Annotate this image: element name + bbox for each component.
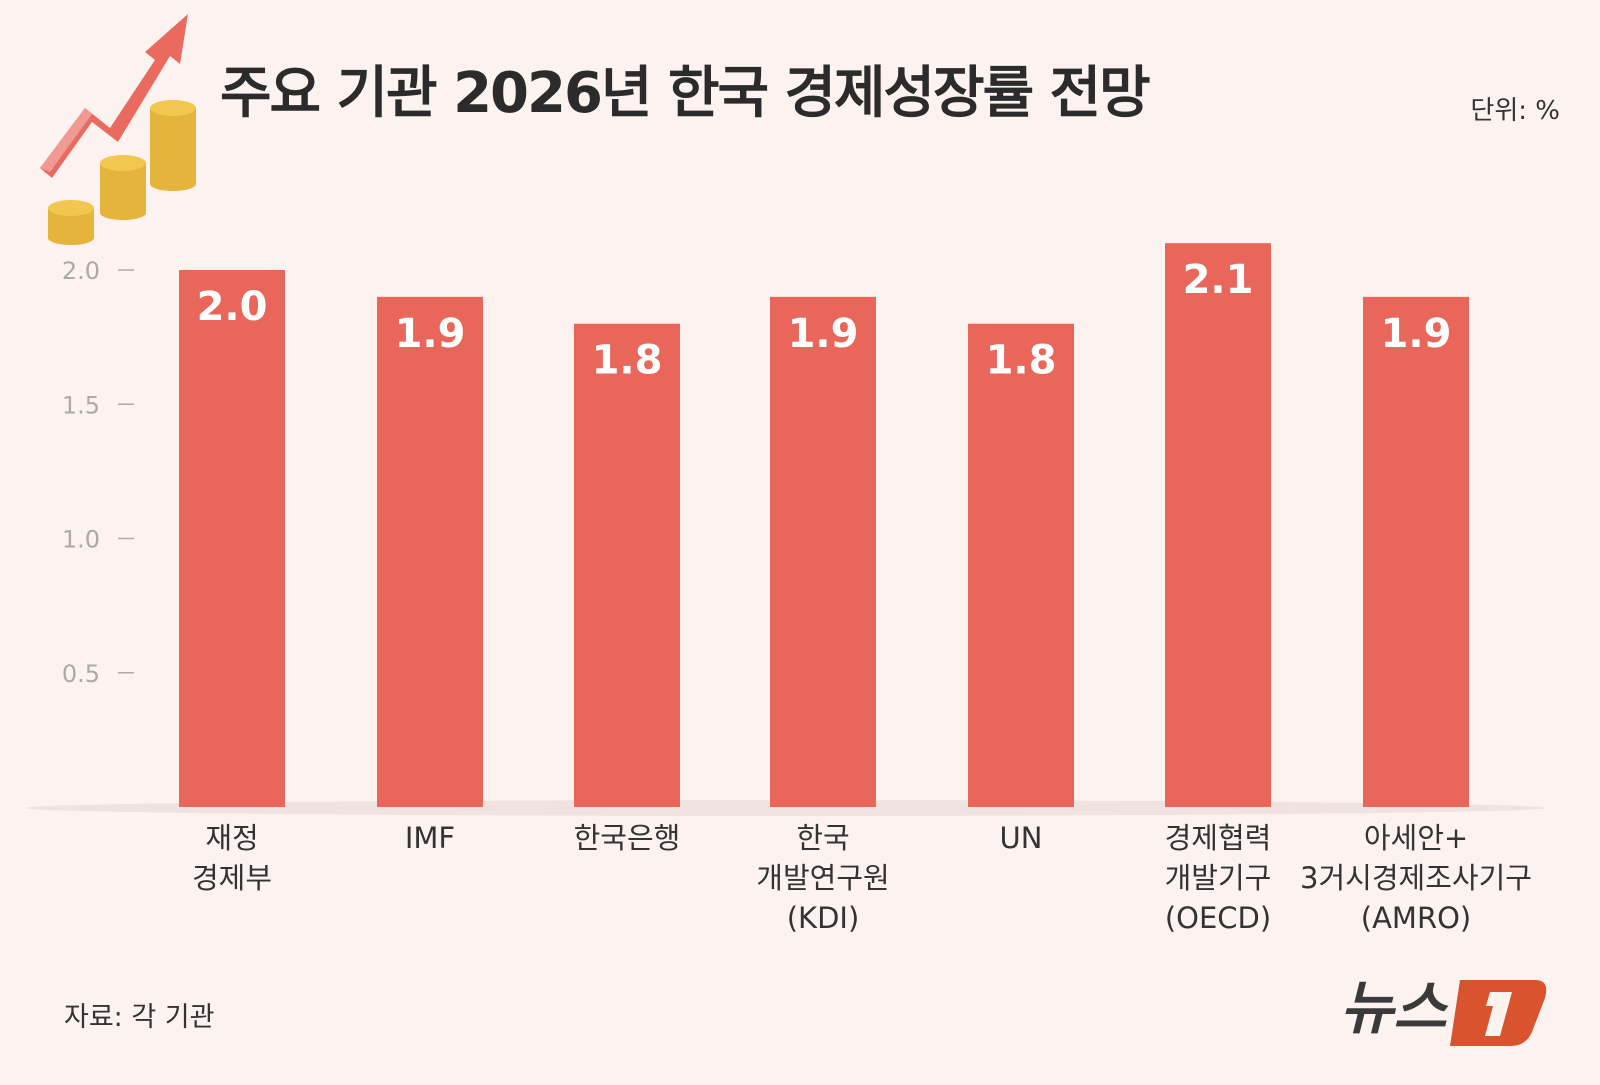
y-tick-label: 2.0: [62, 257, 100, 285]
value-label: 1.8: [592, 338, 663, 384]
category-label: (KDI): [787, 901, 860, 935]
value-label: 2.0: [197, 284, 268, 330]
category-label: 재정: [205, 821, 258, 855]
category-label: 한국은행: [574, 821, 681, 855]
category-label: IMF: [405, 821, 455, 855]
value-label: 1.9: [1381, 311, 1452, 357]
category-label: UN: [1000, 821, 1043, 855]
svg-text:뉴스: 뉴스: [1340, 974, 1449, 1042]
category-label: 개발연구원: [756, 861, 889, 895]
category-label: 한국: [796, 821, 849, 855]
category-label: (AMRO): [1361, 901, 1471, 935]
rising-arrow-coins-icon: [40, 14, 196, 245]
page-title: 주요 기관 2026년 한국 경제성장률 전망: [220, 61, 1151, 126]
y-tick-label: 0.5: [62, 660, 100, 688]
category-label: 3거시경제조사기구: [1300, 861, 1532, 895]
source-note: 자료: 각 기관: [64, 1002, 215, 1033]
category-label: 경제협력: [1165, 821, 1272, 855]
bar: [1165, 243, 1271, 807]
value-label: 2.1: [1183, 257, 1254, 303]
category-label: 개발기구: [1165, 861, 1272, 895]
news1-logo: 뉴스: [1340, 974, 1547, 1046]
category-label: 경제부: [192, 861, 272, 895]
coin-stacks-icon: [48, 100, 196, 245]
category-label: 아세안+: [1364, 821, 1468, 855]
bar: [770, 296, 876, 807]
y-tick-label: 1.5: [62, 391, 100, 419]
bar: [968, 323, 1074, 807]
bar: [1363, 296, 1469, 807]
value-label: 1.9: [395, 311, 466, 357]
value-label: 1.9: [788, 311, 859, 357]
bar: [377, 296, 483, 807]
bar: [574, 323, 680, 807]
bar: [179, 270, 285, 807]
value-label: 1.8: [986, 338, 1057, 384]
y-tick-label: 1.0: [62, 526, 100, 554]
unit-label: 단위: %: [1470, 96, 1560, 126]
rising-arrow-icon: [40, 14, 188, 178]
category-label: (OECD): [1165, 901, 1271, 935]
